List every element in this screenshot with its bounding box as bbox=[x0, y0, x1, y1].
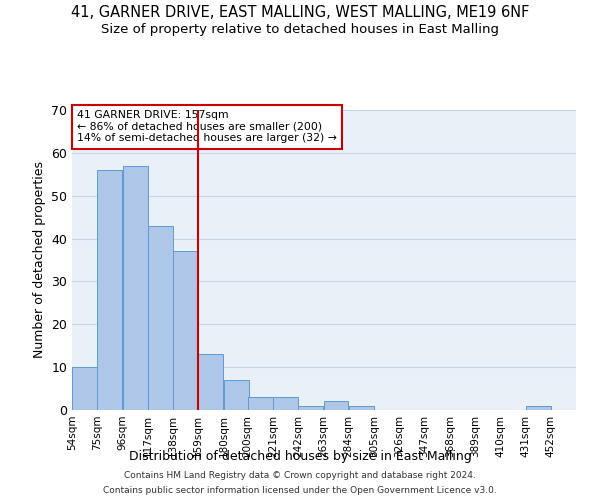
Bar bbox=[323, 402, 349, 410]
Bar bbox=[526, 406, 551, 410]
Bar bbox=[298, 406, 323, 410]
Text: Contains public sector information licensed under the Open Government Licence v3: Contains public sector information licen… bbox=[103, 486, 497, 495]
Text: 41, GARNER DRIVE, EAST MALLING, WEST MALLING, ME19 6NF: 41, GARNER DRIVE, EAST MALLING, WEST MAL… bbox=[71, 5, 529, 20]
Bar bbox=[173, 252, 198, 410]
Bar bbox=[148, 226, 173, 410]
Bar bbox=[224, 380, 248, 410]
Bar bbox=[248, 397, 272, 410]
Text: Size of property relative to detached houses in East Malling: Size of property relative to detached ho… bbox=[101, 22, 499, 36]
Bar bbox=[199, 354, 223, 410]
Bar bbox=[123, 166, 148, 410]
Y-axis label: Number of detached properties: Number of detached properties bbox=[32, 162, 46, 358]
Text: 41 GARNER DRIVE: 157sqm
← 86% of detached houses are smaller (200)
14% of semi-d: 41 GARNER DRIVE: 157sqm ← 86% of detache… bbox=[77, 110, 337, 143]
Text: Distribution of detached houses by size in East Malling: Distribution of detached houses by size … bbox=[128, 450, 472, 463]
Bar bbox=[349, 406, 374, 410]
Bar bbox=[273, 397, 298, 410]
Bar bbox=[97, 170, 122, 410]
Bar bbox=[72, 367, 97, 410]
Text: Contains HM Land Registry data © Crown copyright and database right 2024.: Contains HM Land Registry data © Crown c… bbox=[124, 471, 476, 480]
